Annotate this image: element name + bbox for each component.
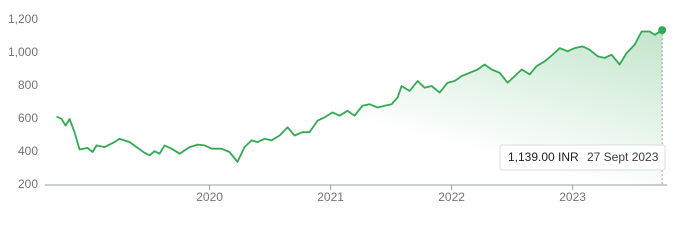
tooltip-date: 27 Sept 2023: [587, 150, 659, 164]
chart: 200 400 600 800 1,000 1,200 2020 2021 2022 2023 1…: [8, 12, 667, 204]
x-tick-label: 2023: [559, 190, 586, 204]
x-tick-label: 2020: [196, 190, 223, 204]
x-tick-label: 2021: [317, 190, 344, 204]
tooltip: 1,139.00 INR 27 Sept 2023: [499, 144, 666, 171]
last-point: [658, 26, 667, 35]
y-tick-label: 600: [18, 111, 38, 125]
price-line: [56, 29, 663, 163]
tooltip-price: 1,139.00 INR: [508, 150, 579, 164]
y-tick-label: 800: [18, 78, 38, 92]
y-tick-label: 200: [18, 177, 38, 191]
y-tick-label: 1,200: [8, 12, 38, 26]
y-tick-label: 400: [18, 144, 38, 158]
x-tick-label: 2022: [438, 190, 465, 204]
tooltip-box: [499, 144, 666, 171]
y-tick-label: 1,000: [8, 45, 38, 59]
